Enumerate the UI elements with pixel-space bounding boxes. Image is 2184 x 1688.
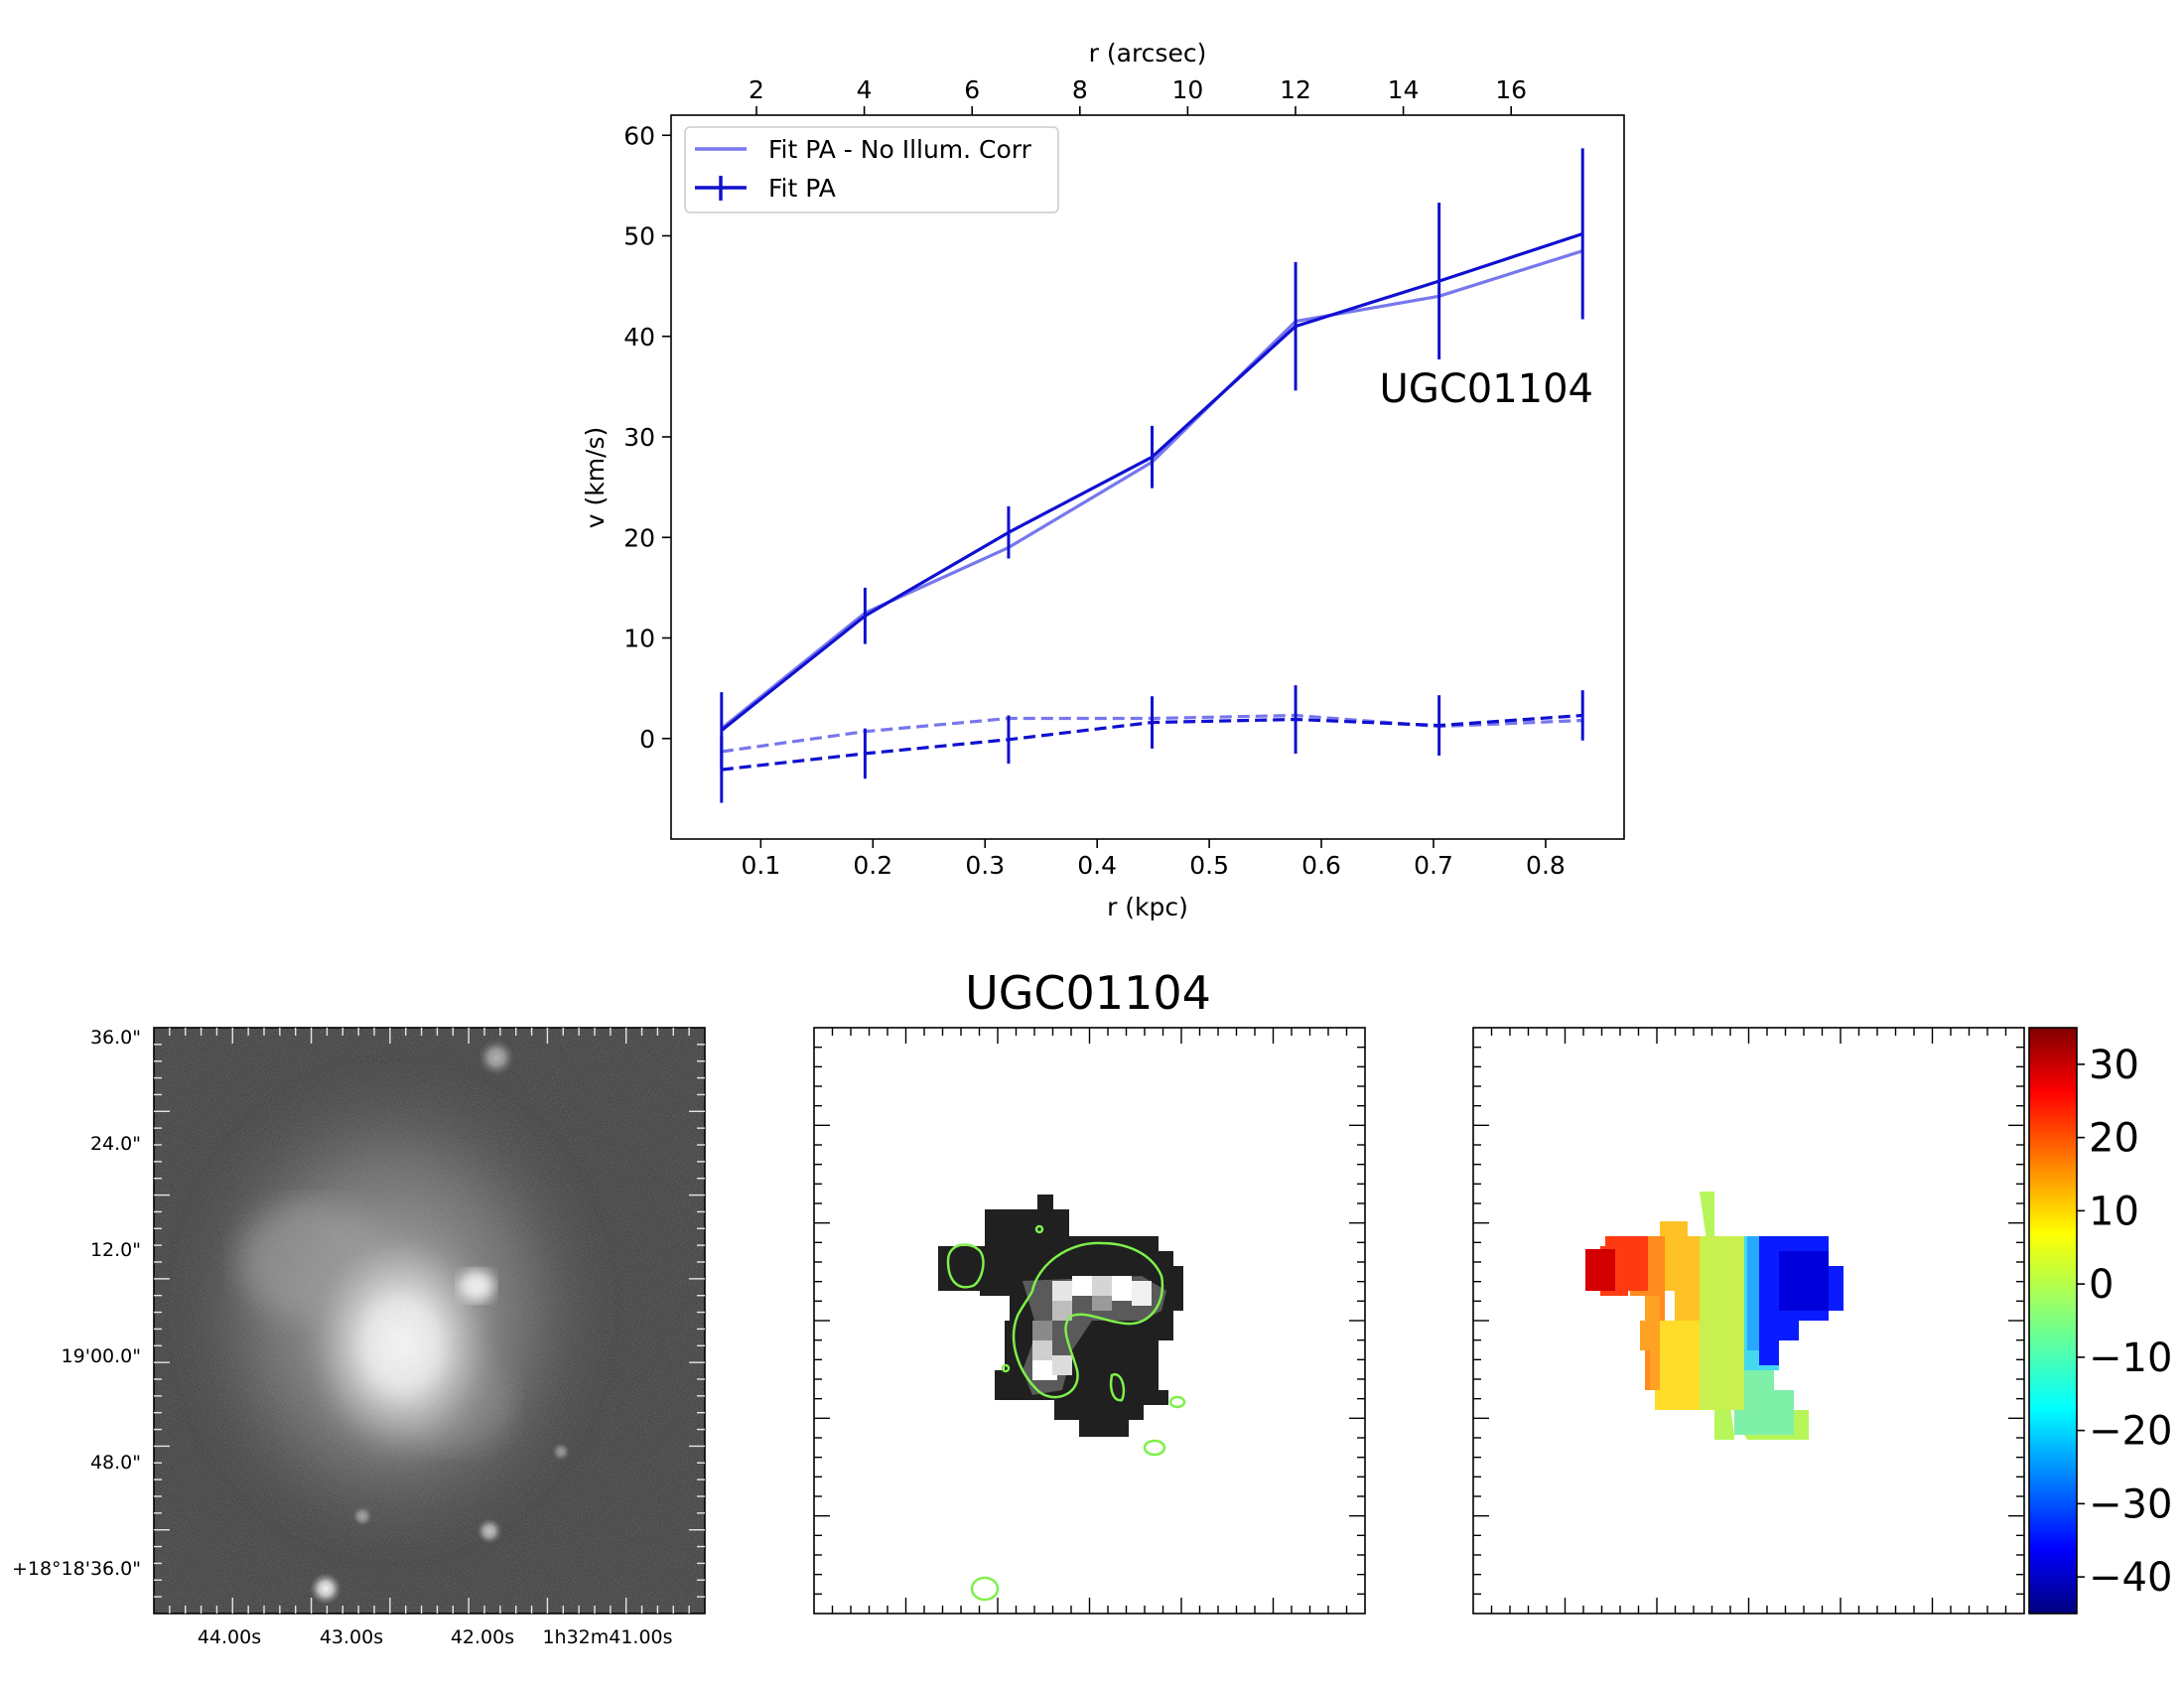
intensity-pixel <box>1072 1276 1092 1296</box>
chart-annotation: UGC01104 <box>1380 366 1593 412</box>
chart-marks <box>720 148 1584 803</box>
top-tick-label: 16 <box>1495 75 1527 104</box>
velocity-ticks <box>1473 1028 2024 1614</box>
panel-title: UGC01104 <box>965 966 1211 1020</box>
contour <box>1168 1395 1186 1409</box>
intensity-pixel <box>1032 1340 1052 1360</box>
y-tick-label: 60 <box>623 121 655 150</box>
contour <box>1012 1241 1164 1399</box>
top-tick-label: 4 <box>857 75 873 104</box>
optical-frame <box>153 1027 706 1615</box>
dec-label: 12.0" <box>90 1239 141 1261</box>
contour <box>1034 1224 1044 1234</box>
intensity-pixels <box>938 1195 1183 1437</box>
dec-label: 48.0" <box>90 1452 141 1474</box>
intensity-map-panel: UGC01104 <box>813 966 1366 1615</box>
y-tick-label: 50 <box>623 222 655 251</box>
intensity-pixel <box>1032 1360 1057 1380</box>
optical-galaxy <box>154 1028 705 1614</box>
legend-label-fit-pa: Fit PA <box>768 174 836 203</box>
optical-ticks <box>154 1028 705 1614</box>
y-tick-label: 10 <box>623 625 655 653</box>
x-axis-ticks: 0.1 0.2 0.3 0.4 0.5 0.6 0.7 0.8 <box>741 839 1566 880</box>
x-tick-label: 0.8 <box>1526 851 1566 880</box>
legend-box <box>684 126 1059 213</box>
intensity-pixel <box>1092 1276 1112 1296</box>
velocity-map-panel: 30 20 10 0 −10 −20 −30 −40 <box>1472 1027 2172 1615</box>
top-axis-label: r (arcsec) <box>1089 39 1207 68</box>
velocity-pixels <box>1585 1192 1843 1440</box>
top-tick-label: 2 <box>749 75 764 104</box>
dec-labels: 36.0" 24.0" 12.0" 19'00.0" 48.0" +18°18'… <box>12 1027 141 1580</box>
colorbar-tick-label: −30 <box>2089 1481 2172 1527</box>
velocity-region <box>1660 1221 1700 1321</box>
contour <box>1109 1373 1126 1402</box>
x-tick-label: 0.1 <box>741 851 780 880</box>
x-axis-label: r (kpc) <box>1107 893 1188 921</box>
y-axis-ticks: 0 10 20 30 40 50 60 <box>623 121 671 754</box>
intensity-pixel <box>1032 1321 1052 1340</box>
colorbar-tick-label: 20 <box>2089 1116 2139 1162</box>
velocity-region <box>1779 1251 1829 1311</box>
top-tick-label: 8 <box>1072 75 1088 104</box>
plot-area <box>670 114 1625 840</box>
x-tick-label: 0.5 <box>1189 851 1229 880</box>
intensity-pixel <box>1052 1301 1072 1321</box>
contour <box>1143 1439 1166 1457</box>
legend-label-no-illum: Fit PA - No Illum. Corr <box>768 135 1032 164</box>
image-noise <box>154 1028 705 1614</box>
x-tick-label: 0.3 <box>965 851 1005 880</box>
velocity-region <box>1700 1236 1747 1410</box>
top-tick-label: 6 <box>964 75 980 104</box>
y-tick-label: 30 <box>623 423 655 452</box>
contour <box>970 1576 1000 1602</box>
x-tick-label: 0.2 <box>853 851 892 880</box>
y-axis-label: v (km/s) <box>581 427 610 529</box>
dec-label: +18°18'36.0" <box>12 1558 141 1580</box>
intensity-contours <box>946 1224 1186 1602</box>
colorbar-tick-label: −10 <box>2089 1336 2172 1381</box>
intensity-pixel <box>1112 1276 1132 1301</box>
velocity-region <box>1585 1249 1615 1291</box>
y-tick-label: 40 <box>623 323 655 352</box>
colorbar-tick-label: −20 <box>2089 1409 2172 1455</box>
contour <box>946 1243 985 1289</box>
colorbar-ticks: 30 20 10 0 −10 −20 −30 −40 <box>2077 1043 2172 1601</box>
colorbar-tick-label: −40 <box>2089 1555 2172 1601</box>
colorbar-tick-label: 30 <box>2089 1043 2139 1088</box>
x-tick-label: 0.7 <box>1414 851 1453 880</box>
colorbar <box>2028 1027 2078 1615</box>
y-tick-label: 0 <box>639 725 655 754</box>
optical-image-panel: 36.0" 24.0" 12.0" 19'00.0" 48.0" +18°18'… <box>12 1027 706 1648</box>
top-tick-label: 10 <box>1171 75 1203 104</box>
ra-label: 43.00s <box>320 1626 383 1648</box>
velocity-region <box>1747 1236 1759 1350</box>
ra-label: 42.00s <box>451 1626 514 1648</box>
x-tick-label: 0.6 <box>1301 851 1341 880</box>
colorbar-tick-label: 0 <box>2089 1262 2114 1308</box>
top-tick-label: 14 <box>1388 75 1420 104</box>
intensity-ticks <box>814 1028 1365 1614</box>
y-tick-label: 20 <box>623 523 655 552</box>
x-tick-label: 0.4 <box>1077 851 1117 880</box>
intensity-pixel <box>1092 1296 1112 1311</box>
legend: Fit PA - No Illum. Corr Fit PA <box>684 126 1059 213</box>
dec-label: 36.0" <box>90 1027 141 1049</box>
intensity-pixel <box>1052 1355 1072 1375</box>
dec-label: 19'00.0" <box>62 1345 141 1367</box>
top-axis-ticks: 2 4 6 8 10 12 14 16 <box>749 75 1527 115</box>
rotation-curve-chart: 0.1 0.2 0.3 0.4 0.5 0.6 0.7 0.8 2 4 6 8 10 12 14 16 0 1… <box>581 39 1625 921</box>
velocity-region <box>1640 1296 1660 1390</box>
ra-label: 44.00s <box>198 1626 261 1648</box>
top-tick-label: 12 <box>1280 75 1311 104</box>
intensity-pixel <box>1052 1281 1072 1301</box>
dec-label: 24.0" <box>90 1133 141 1155</box>
ra-label: 1h32m41.00s <box>542 1626 672 1648</box>
contour <box>1001 1363 1011 1373</box>
colorbar-tick-label: 10 <box>2089 1189 2139 1234</box>
intensity-pixel <box>1132 1281 1152 1306</box>
ra-labels: 44.00s 43.00s 42.00s 1h32m41.00s <box>198 1626 673 1648</box>
